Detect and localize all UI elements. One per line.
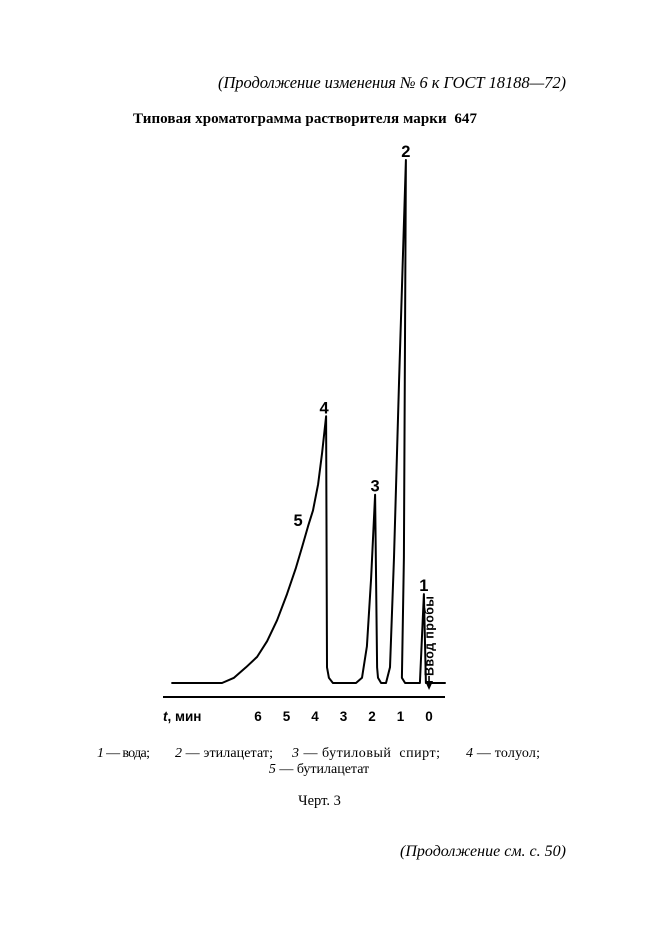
legend-number: 4 [466, 746, 473, 761]
legend-text: — бутиловый спирт; [300, 746, 440, 761]
chromatogram: t, мин 6 5 4 3 2 1 0 1 2 3 4 5 Ввод пробы [163, 143, 446, 724]
arrow-down-icon [425, 681, 434, 690]
figure-legend: 1 — вода; 2 — этилацетат; 3 — бутиловый … [97, 746, 540, 777]
x-tick-label: 5 [283, 709, 291, 724]
legend-number: 2 [175, 746, 182, 761]
legend-number: 1 [97, 746, 104, 761]
legend-item: 1 — вода; [97, 746, 150, 761]
legend-number: 3 [291, 746, 299, 761]
x-axis-label: t, мин [163, 709, 201, 724]
figure-number: Черт. 3 [298, 793, 341, 809]
x-tick-label: 1 [397, 709, 405, 724]
continuation-header: (Продолжение изменения № 6 к ГОСТ 18188—… [218, 73, 566, 92]
legend-text: — бутилацетат [276, 762, 369, 777]
legend-number: 5 [269, 762, 276, 777]
legend-text: — толуол; [473, 746, 540, 761]
x-axis-symbol: t [163, 709, 168, 724]
legend-text: — вода; [103, 746, 150, 761]
peak-label: 5 [294, 512, 303, 530]
peak-label: 1 [419, 577, 428, 595]
continuation-footer: (Продолжение см. с. 50) [400, 843, 566, 860]
x-axis-unit: , мин [168, 709, 202, 724]
injection-label: Ввод пробы [423, 596, 437, 676]
x-tick-label: 0 [425, 709, 433, 724]
x-tick-label: 3 [340, 709, 348, 724]
figure-title: Типовая хроматограмма растворителя марки… [133, 111, 478, 127]
peak-label: 2 [401, 143, 410, 161]
legend-item: 3 — бутиловый спирт; [291, 746, 440, 761]
legend-item: 2 — этилацетат; [175, 746, 273, 761]
chromatogram-curve [171, 159, 446, 684]
x-tick-label: 6 [254, 709, 262, 724]
legend-text: — этилацетат; [182, 746, 273, 761]
x-tick-label: 4 [311, 709, 319, 724]
x-tick-labels: 6 5 4 3 2 1 0 [254, 709, 433, 724]
peak-label: 4 [320, 399, 330, 417]
legend-item: 4 — толуол; [466, 746, 540, 761]
peak-labels: 1 2 3 4 5 [294, 143, 429, 595]
injection-marker: Ввод пробы [423, 596, 437, 690]
x-tick-label: 2 [368, 709, 376, 724]
legend-item: 5 — бутилацетат [269, 762, 369, 777]
peak-label: 3 [371, 478, 380, 496]
